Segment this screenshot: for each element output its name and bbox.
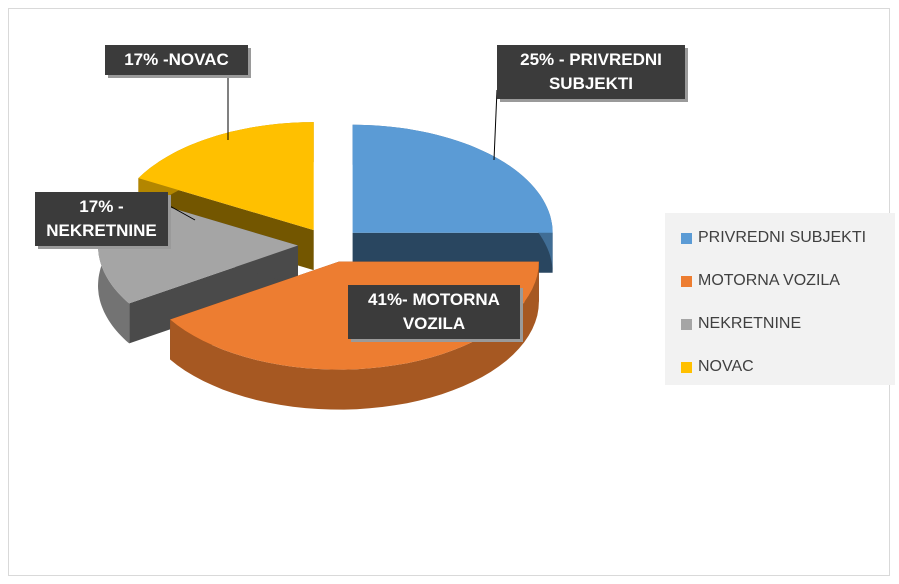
legend-item: MOTORNA VOZILA: [681, 272, 840, 290]
legend-item: NOVAC: [681, 358, 754, 376]
slice-wall: [170, 261, 539, 410]
legend-swatch: [681, 361, 692, 373]
legend-swatch: [681, 232, 692, 244]
leader-line: [493, 89, 498, 161]
legend: PRIVREDNI SUBJEKTI MOTORNA VOZILA NEKRETNI…: [665, 213, 895, 385]
slice-top: [352, 124, 553, 233]
legend-label: PRIVREDNI SUBJEKTI: [698, 229, 867, 246]
legend-label: NEKRETNINE: [698, 315, 802, 332]
data-label: 41%- MOTORNA VOZILA: [348, 285, 520, 339]
slice: [352, 124, 553, 273]
data-label: 17% -NOVAC: [105, 45, 248, 75]
leader-line: [167, 204, 196, 221]
slice-top: [138, 122, 314, 231]
legend-swatch: [681, 275, 692, 287]
legend-item: NEKRETNINE: [681, 315, 801, 333]
legend-label: NOVAC: [698, 358, 754, 375]
data-label: 25% - PRIVREDNI SUBJEKTI: [497, 45, 685, 99]
legend-item: PRIVREDNI SUBJEKTI: [681, 229, 866, 247]
data-label: 17% - NEKRETNINE: [35, 192, 168, 246]
legend-swatch: [681, 318, 692, 330]
legend-label: MOTORNA VOZILA: [698, 272, 840, 289]
